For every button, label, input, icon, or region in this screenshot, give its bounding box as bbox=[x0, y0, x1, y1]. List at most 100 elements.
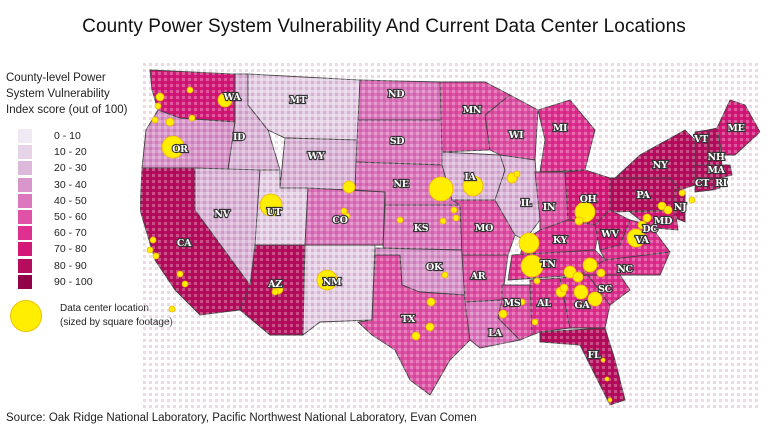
state-label-NV: NV bbox=[214, 209, 230, 220]
data-center-marker[interactable] bbox=[342, 180, 356, 194]
data-center-marker[interactable] bbox=[152, 252, 160, 260]
us-county-map: WA OR CA ID NV MT WY UT AZ CO NM ND SD NE KS OK TX MN IA MO… bbox=[140, 60, 760, 410]
data-center-marker[interactable] bbox=[587, 291, 603, 307]
state-label-TX: TX bbox=[401, 314, 416, 325]
legend-item: 60 - 70 bbox=[18, 225, 156, 241]
data-center-marker[interactable] bbox=[607, 397, 613, 403]
state-label-AL: AL bbox=[536, 298, 551, 309]
state-label-KY: KY bbox=[553, 235, 568, 246]
data-center-marker[interactable] bbox=[604, 376, 610, 382]
data-center-marker[interactable] bbox=[572, 271, 584, 283]
data-center-marker[interactable] bbox=[582, 257, 598, 273]
data-center-marker[interactable] bbox=[678, 189, 686, 197]
data-center-marker[interactable] bbox=[533, 277, 541, 285]
legend-title-line-2: System Vulnerability bbox=[6, 88, 110, 100]
data-center-marker[interactable] bbox=[657, 201, 667, 211]
state-label-LA: LA bbox=[488, 328, 502, 339]
state-label-AZ: AZ bbox=[267, 279, 282, 290]
legend-label: 20 - 30 bbox=[54, 162, 87, 175]
data-center-marker[interactable] bbox=[411, 331, 421, 341]
legend-title-line-1: County-level Power bbox=[6, 72, 106, 84]
data-center-marker[interactable] bbox=[146, 246, 154, 254]
data-center-marker[interactable] bbox=[181, 280, 189, 288]
legend-title: County-level Power System Vulnerability … bbox=[6, 70, 156, 118]
legend-items: 0 - 10 10 - 20 20 - 30 30 - 40 40 - 50 50 - 6… bbox=[18, 128, 156, 290]
data-center-circle-icon bbox=[10, 300, 42, 332]
data-center-marker[interactable] bbox=[452, 214, 460, 222]
data-center-marker[interactable] bbox=[426, 297, 436, 307]
state-label-NJ: NJ bbox=[674, 202, 687, 213]
data-center-marker[interactable] bbox=[176, 270, 184, 278]
data-center-marker[interactable] bbox=[626, 228, 646, 248]
legend-swatch bbox=[18, 193, 32, 208]
state-label-WI: WI bbox=[508, 130, 524, 141]
data-center-marker[interactable] bbox=[663, 205, 673, 215]
state-label-KS: KS bbox=[414, 223, 429, 234]
legend-item: 90 - 100 bbox=[18, 274, 156, 290]
legend-swatch bbox=[18, 274, 32, 289]
state-label-NE: NE bbox=[393, 179, 408, 190]
data-center-marker[interactable] bbox=[441, 271, 449, 279]
state-ND[interactable] bbox=[357, 79, 446, 121]
data-center-marker[interactable] bbox=[574, 216, 584, 226]
legend-item: 70 - 80 bbox=[18, 241, 156, 257]
state-label-VA: VA bbox=[634, 235, 649, 246]
data-center-marker[interactable] bbox=[425, 322, 435, 332]
data-center-marker[interactable] bbox=[428, 176, 454, 202]
data-center-marker[interactable] bbox=[439, 217, 447, 225]
state-label-MD: MD bbox=[654, 216, 672, 227]
data-center-marker[interactable] bbox=[151, 116, 159, 124]
data-center-marker[interactable] bbox=[186, 86, 194, 94]
legend-label: 70 - 80 bbox=[54, 243, 87, 256]
data-center-marker[interactable] bbox=[637, 220, 647, 230]
state-label-SC: SC bbox=[598, 284, 613, 295]
data-center-marker[interactable] bbox=[168, 305, 176, 313]
data-center-marker[interactable] bbox=[165, 117, 175, 127]
legend-swatch bbox=[18, 242, 32, 257]
data-center-marker[interactable] bbox=[688, 196, 696, 204]
data-center-marker[interactable] bbox=[498, 309, 508, 319]
data-center-marker[interactable] bbox=[149, 236, 157, 244]
data-center-marker[interactable] bbox=[518, 298, 526, 306]
state-label-PA: PA bbox=[636, 190, 650, 201]
state-label-GA: GA bbox=[575, 300, 591, 311]
state-label-OK: OK bbox=[426, 262, 443, 273]
state-label-MI: MI bbox=[553, 123, 568, 134]
legend-item: 30 - 40 bbox=[18, 177, 156, 193]
data-center-marker[interactable] bbox=[600, 357, 606, 363]
data-center-marker[interactable] bbox=[559, 283, 569, 293]
data-center-marker[interactable] bbox=[217, 92, 233, 108]
state-label-VT: VT bbox=[693, 134, 708, 145]
state-label-AR: AR bbox=[470, 271, 486, 282]
legend-label: 40 - 50 bbox=[54, 194, 87, 207]
data-center-marker[interactable] bbox=[513, 170, 521, 178]
data-center-marker[interactable] bbox=[596, 268, 606, 278]
data-center-marker[interactable] bbox=[520, 254, 544, 278]
legend-title-line-3: Index score (out of 100) bbox=[6, 104, 128, 116]
data-center-marker[interactable] bbox=[396, 216, 404, 224]
data-center-marker[interactable] bbox=[518, 232, 540, 254]
data-center-marker[interactable] bbox=[450, 206, 458, 214]
legend-item: 0 - 10 bbox=[18, 128, 156, 144]
data-center-marker[interactable] bbox=[259, 193, 283, 217]
data-center-marker[interactable] bbox=[642, 213, 652, 223]
data-center-marker[interactable] bbox=[462, 175, 484, 197]
data-center-marker[interactable] bbox=[531, 318, 539, 326]
legend-swatch bbox=[18, 177, 32, 192]
state-MI[interactable] bbox=[537, 99, 596, 173]
data-center-marker[interactable] bbox=[155, 92, 165, 102]
data-center-marker[interactable] bbox=[154, 102, 162, 110]
legend-item: 40 - 50 bbox=[18, 193, 156, 209]
data-center-marker[interactable] bbox=[343, 212, 351, 220]
data-center-marker[interactable] bbox=[161, 135, 185, 159]
data-center-marker[interactable] bbox=[340, 207, 348, 215]
state-label-OR: OR bbox=[172, 144, 188, 155]
legend-label: 10 - 20 bbox=[54, 146, 87, 159]
legend-swatch bbox=[18, 129, 32, 144]
state-FL[interactable] bbox=[539, 327, 626, 406]
data-center-marker[interactable] bbox=[316, 269, 338, 291]
map-title: County Power System Vulnerability And Cu… bbox=[82, 16, 686, 37]
data-center-marker[interactable] bbox=[573, 284, 589, 300]
data-center-marker[interactable] bbox=[271, 288, 279, 296]
data-center-marker[interactable] bbox=[188, 114, 196, 122]
